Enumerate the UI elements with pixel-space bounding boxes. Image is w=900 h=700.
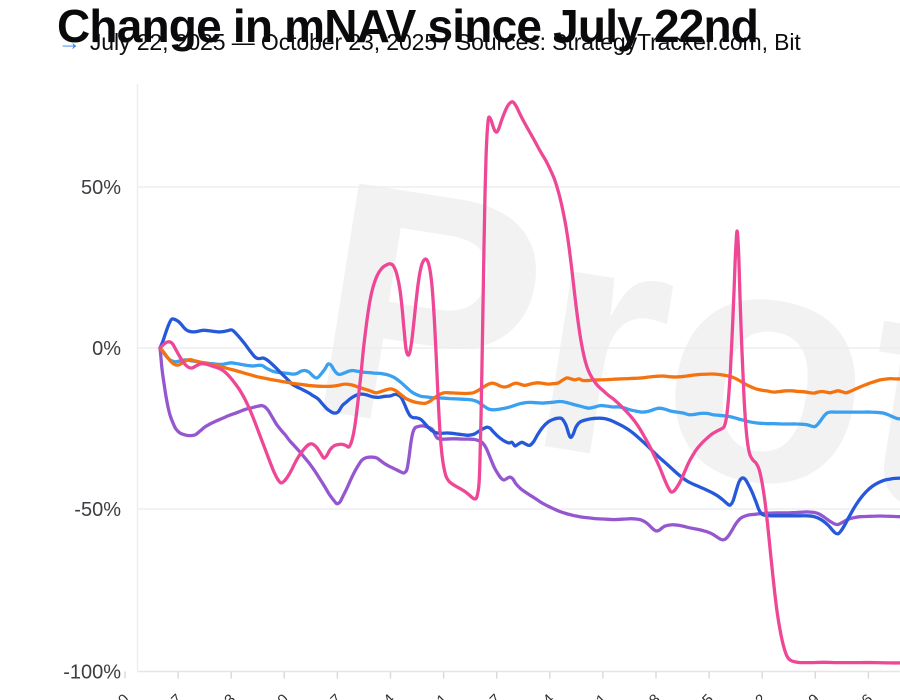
y-axis-labels: 50% 0% -50% -100% [63, 177, 121, 684]
x-tick-label: Sep 21 [565, 691, 611, 700]
grid-lines [137, 186, 900, 673]
series-pink-line [158, 100, 900, 665]
x-tick-label: Sep 28 [618, 691, 664, 700]
x-tick-label: Jul 20 [93, 691, 133, 700]
x-tick-label: Aug 31 [406, 691, 452, 700]
x-tick-label: Jul 27 [146, 691, 186, 700]
arrow-icon: → [58, 29, 81, 55]
series-purple-line [158, 346, 900, 542]
x-tick-label: Oct 19 [780, 691, 823, 700]
x-tick-label: Oct 12 [727, 691, 770, 700]
x-axis-ticks: Jul 20 Jul 27 Aug 3 Aug 10 Aug 17 Aug 24 Aug 3… [93, 671, 876, 700]
x-tick-label: Aug 17 [300, 691, 346, 700]
x-tick-label: Aug 3 [199, 691, 239, 700]
series-lines [158, 100, 900, 665]
x-tick-label: Sep 7 [465, 691, 505, 700]
x-tick-label: Oct 5 [680, 691, 717, 700]
page-title: Change in mNAV since July 22nd [57, 0, 759, 52]
x-tick-label: Oct 26 [833, 691, 876, 700]
series-orange-line [158, 346, 900, 406]
subtitle-text: July 22, 2025 — October 23, 2025 / Sourc… [89, 29, 801, 55]
y-tick-label: 50% [81, 177, 121, 199]
chart-subtitle: → July 22, 2025 — October 23, 2025 / Sour… [58, 29, 801, 56]
y-tick-label: 0% [92, 338, 121, 360]
x-tick-label: Sep 14 [512, 691, 558, 700]
series-dark-blue-line [158, 317, 900, 536]
x-tick-label: Aug 24 [353, 691, 399, 700]
x-tick-label: Aug 10 [247, 691, 293, 700]
y-tick-label: -50% [74, 499, 121, 521]
y-tick-label: -100% [63, 662, 121, 684]
